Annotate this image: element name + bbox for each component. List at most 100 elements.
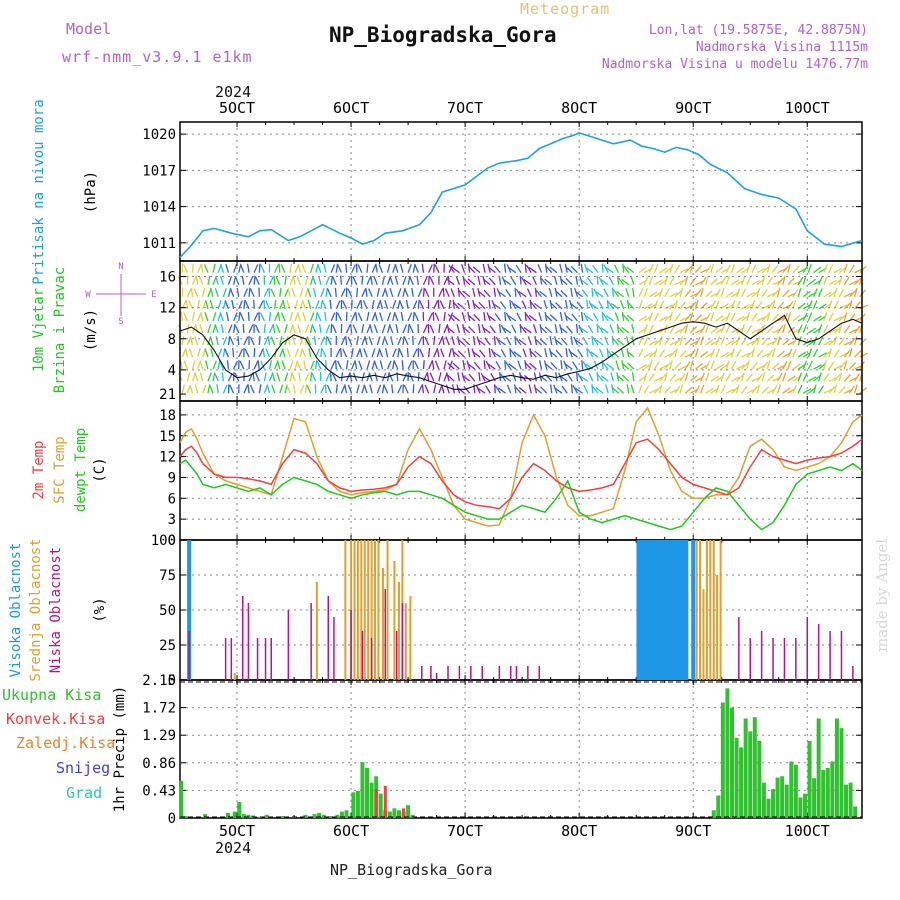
wind-barb xyxy=(195,275,199,285)
wind-barb xyxy=(445,336,450,346)
wind-barb xyxy=(268,360,273,370)
bar-low-cloud xyxy=(795,638,797,680)
model-label: Model xyxy=(66,20,112,38)
wind-barb xyxy=(339,275,343,285)
wind-barb xyxy=(611,287,615,297)
wind-barb xyxy=(555,349,563,358)
bar-mid-cloud xyxy=(382,568,385,680)
wind-barb xyxy=(189,384,194,394)
bar-total-rain xyxy=(844,784,849,818)
wind-barb xyxy=(461,312,466,322)
wind-barb xyxy=(720,288,725,297)
wind-barb xyxy=(630,275,635,285)
x-tick-label-top: 6OCT xyxy=(333,99,369,117)
wind-barb xyxy=(397,384,403,394)
wind-barb xyxy=(477,323,481,334)
wind-barb xyxy=(669,325,676,334)
bar-mid-cloud xyxy=(709,540,712,680)
wind-barb xyxy=(761,324,766,334)
wind-barb xyxy=(787,312,792,322)
bar-total-rain xyxy=(264,814,269,818)
wind-barb xyxy=(695,362,703,370)
wind-barb xyxy=(279,336,283,346)
wind-barb xyxy=(214,324,219,334)
wind-barb xyxy=(345,263,348,273)
wind-barb xyxy=(408,324,414,334)
wind-barb xyxy=(525,313,532,322)
bar-mid-cloud xyxy=(233,673,236,680)
bar-total-rain xyxy=(802,793,807,818)
wind-barb xyxy=(229,384,235,394)
wind-barb xyxy=(843,349,851,358)
wind-barb xyxy=(807,263,812,273)
wind-barb xyxy=(659,364,668,370)
wind-barb xyxy=(364,336,368,346)
wind-barb xyxy=(291,372,296,382)
wind-barb xyxy=(477,387,486,394)
bar-total-rain xyxy=(825,767,830,818)
wind-barb xyxy=(448,348,452,358)
wind-barb xyxy=(591,385,599,394)
wind-barb xyxy=(653,386,662,394)
bar-total-rain xyxy=(280,816,285,818)
wind-barb xyxy=(579,375,589,382)
wind-barb xyxy=(756,336,761,346)
wind-barb xyxy=(301,300,307,310)
wind-barb xyxy=(248,276,254,285)
wind-barb xyxy=(324,311,327,321)
wind-barb xyxy=(684,313,692,322)
wind-barb xyxy=(398,348,404,358)
wind-barb xyxy=(356,336,359,346)
wind-barb xyxy=(559,275,563,285)
wind-barb xyxy=(451,266,460,274)
wind-barb xyxy=(207,275,211,285)
wind-barb xyxy=(478,372,481,382)
wind-barb xyxy=(386,263,391,273)
wind-barb xyxy=(487,266,496,274)
y-tick-label-pressure: 1014 xyxy=(142,200,176,216)
wind-barb xyxy=(534,386,542,394)
wind-barb xyxy=(616,338,625,346)
wind-barb xyxy=(373,360,378,370)
wind-barb xyxy=(604,336,609,346)
wind-barb xyxy=(544,362,553,370)
wind-barb xyxy=(715,288,721,298)
wind-barb xyxy=(457,338,465,346)
wind-barb xyxy=(467,278,476,286)
wind-barb xyxy=(710,300,716,310)
wind-barb xyxy=(638,384,643,394)
wind-barb xyxy=(807,312,813,322)
wind-barb xyxy=(280,264,286,273)
wind-barb xyxy=(828,264,834,273)
wind-barb xyxy=(325,335,328,346)
bar-low-cloud xyxy=(447,666,449,680)
wind-barb xyxy=(473,313,481,322)
wind-barb xyxy=(735,336,740,346)
wind-barb xyxy=(402,276,407,285)
wind-barb xyxy=(674,385,681,394)
wind-barb xyxy=(278,263,281,273)
wind-barb xyxy=(823,388,833,394)
wind-barb xyxy=(603,264,609,273)
wind-barb xyxy=(843,325,851,334)
wind-barb xyxy=(614,312,620,322)
wind-barb xyxy=(356,384,360,394)
wind-barb xyxy=(751,385,759,394)
bar-total-rain xyxy=(246,814,251,818)
wind-barb xyxy=(281,360,286,370)
wind-barb xyxy=(462,275,466,285)
wind-barb xyxy=(602,313,609,322)
wind-barb xyxy=(383,336,389,346)
wind-barb xyxy=(249,288,255,298)
wind-barb xyxy=(181,348,187,358)
wind-barb xyxy=(368,372,373,382)
wind-barb xyxy=(669,360,673,370)
wind-barb xyxy=(427,275,430,285)
wind-barb xyxy=(689,263,694,273)
wind-barb xyxy=(838,288,845,298)
bar-low-cloud xyxy=(481,666,483,680)
wind-barb xyxy=(622,265,630,274)
wind-barb xyxy=(564,314,573,322)
wind-barb xyxy=(318,275,322,285)
x-tick-label-bottom: 5OCT xyxy=(219,822,255,840)
